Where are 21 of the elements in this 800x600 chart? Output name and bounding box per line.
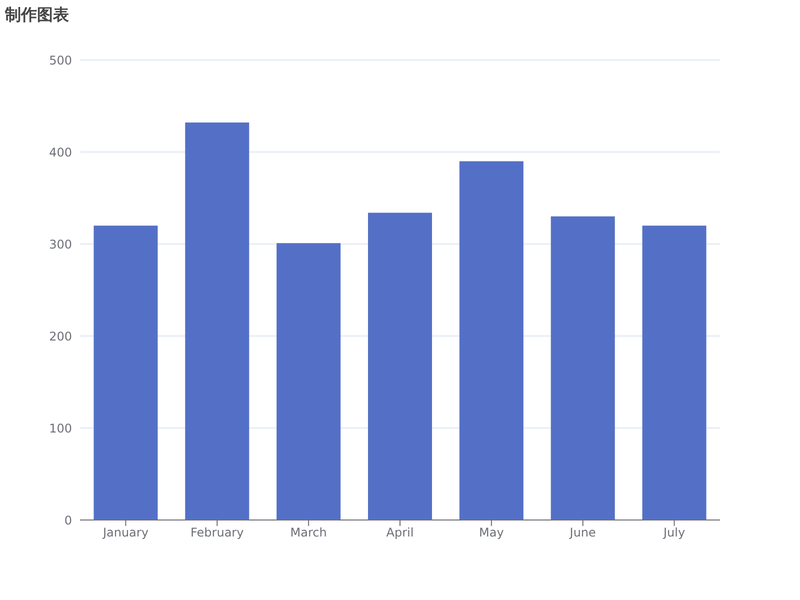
x-tick-label: June	[568, 526, 596, 540]
x-tick-label: March	[290, 526, 327, 540]
bar	[185, 122, 250, 520]
bar	[642, 226, 706, 520]
bar	[276, 243, 341, 520]
x-tick-label: January	[102, 526, 148, 540]
y-tick-label: 300	[49, 237, 72, 252]
x-tick-label: April	[386, 526, 414, 540]
bar	[459, 161, 524, 520]
x-tick-label: May	[479, 526, 504, 540]
bar	[550, 216, 615, 520]
y-tick-label: 400	[49, 145, 72, 160]
bar	[368, 212, 432, 520]
y-tick-label: 200	[49, 329, 72, 344]
y-tick-label: 500	[49, 53, 72, 68]
y-tick-label: 100	[49, 421, 72, 436]
x-tick-label: February	[190, 526, 244, 540]
chart-title: 制作图表	[5, 5, 69, 26]
x-tick-label: July	[662, 526, 686, 540]
y-tick-label: 0	[64, 513, 72, 528]
bar	[94, 226, 158, 520]
